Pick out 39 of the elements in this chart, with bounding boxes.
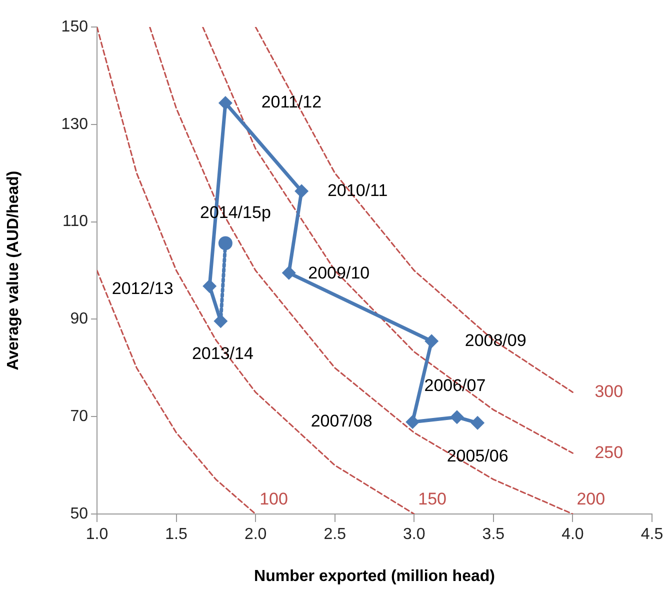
x-tick-label: 2.0 — [244, 526, 267, 544]
series-label: 200 — [576, 490, 606, 509]
y-tick-label: 150 — [61, 18, 88, 36]
point — [202, 279, 217, 294]
x-tick-label: 3.0 — [403, 526, 426, 544]
y-tick-label: 70 — [70, 408, 88, 426]
point — [470, 416, 485, 430]
annotation: 2005/06 — [446, 446, 508, 466]
x-axis-title: Number exported (million head) — [254, 568, 495, 585]
annotation: 2006/07 — [424, 376, 486, 395]
point — [214, 314, 228, 328]
x-tick-label: 3.5 — [482, 526, 505, 544]
x-tick-label: 4.0 — [562, 526, 584, 544]
annotation: 2011/12 — [261, 92, 322, 112]
point — [282, 266, 296, 280]
point — [406, 414, 420, 429]
y-tick-label: 130 — [61, 116, 88, 133]
x-tick-label: 1.5 — [165, 526, 188, 544]
x-tick-label: 4.5 — [640, 526, 664, 544]
x-tick-label: 1.0 — [86, 526, 108, 544]
annotation: 2010/11 — [327, 180, 388, 200]
x-tick-label: 2.5 — [324, 526, 346, 544]
series-label: 100 — [260, 490, 288, 509]
series-label: 150 — [418, 490, 447, 509]
y-tick-label: 90 — [70, 310, 88, 328]
annotation: 2009/10 — [308, 264, 370, 283]
point — [294, 184, 309, 198]
annotation: 2007/08 — [310, 412, 372, 431]
annotation: 2012/13 — [112, 278, 174, 298]
point — [450, 410, 464, 424]
y-tick-label: 110 — [62, 213, 88, 230]
y-tick-label: 50 — [70, 505, 88, 522]
y-axis-title: Average value (AUD/head) — [5, 170, 22, 370]
annotation: 2013/14 — [192, 344, 254, 363]
point — [218, 96, 232, 110]
series-label: 300 — [594, 382, 624, 401]
point — [424, 334, 439, 348]
series-label: 250 — [594, 442, 624, 462]
line-series — [97, 270, 256, 514]
